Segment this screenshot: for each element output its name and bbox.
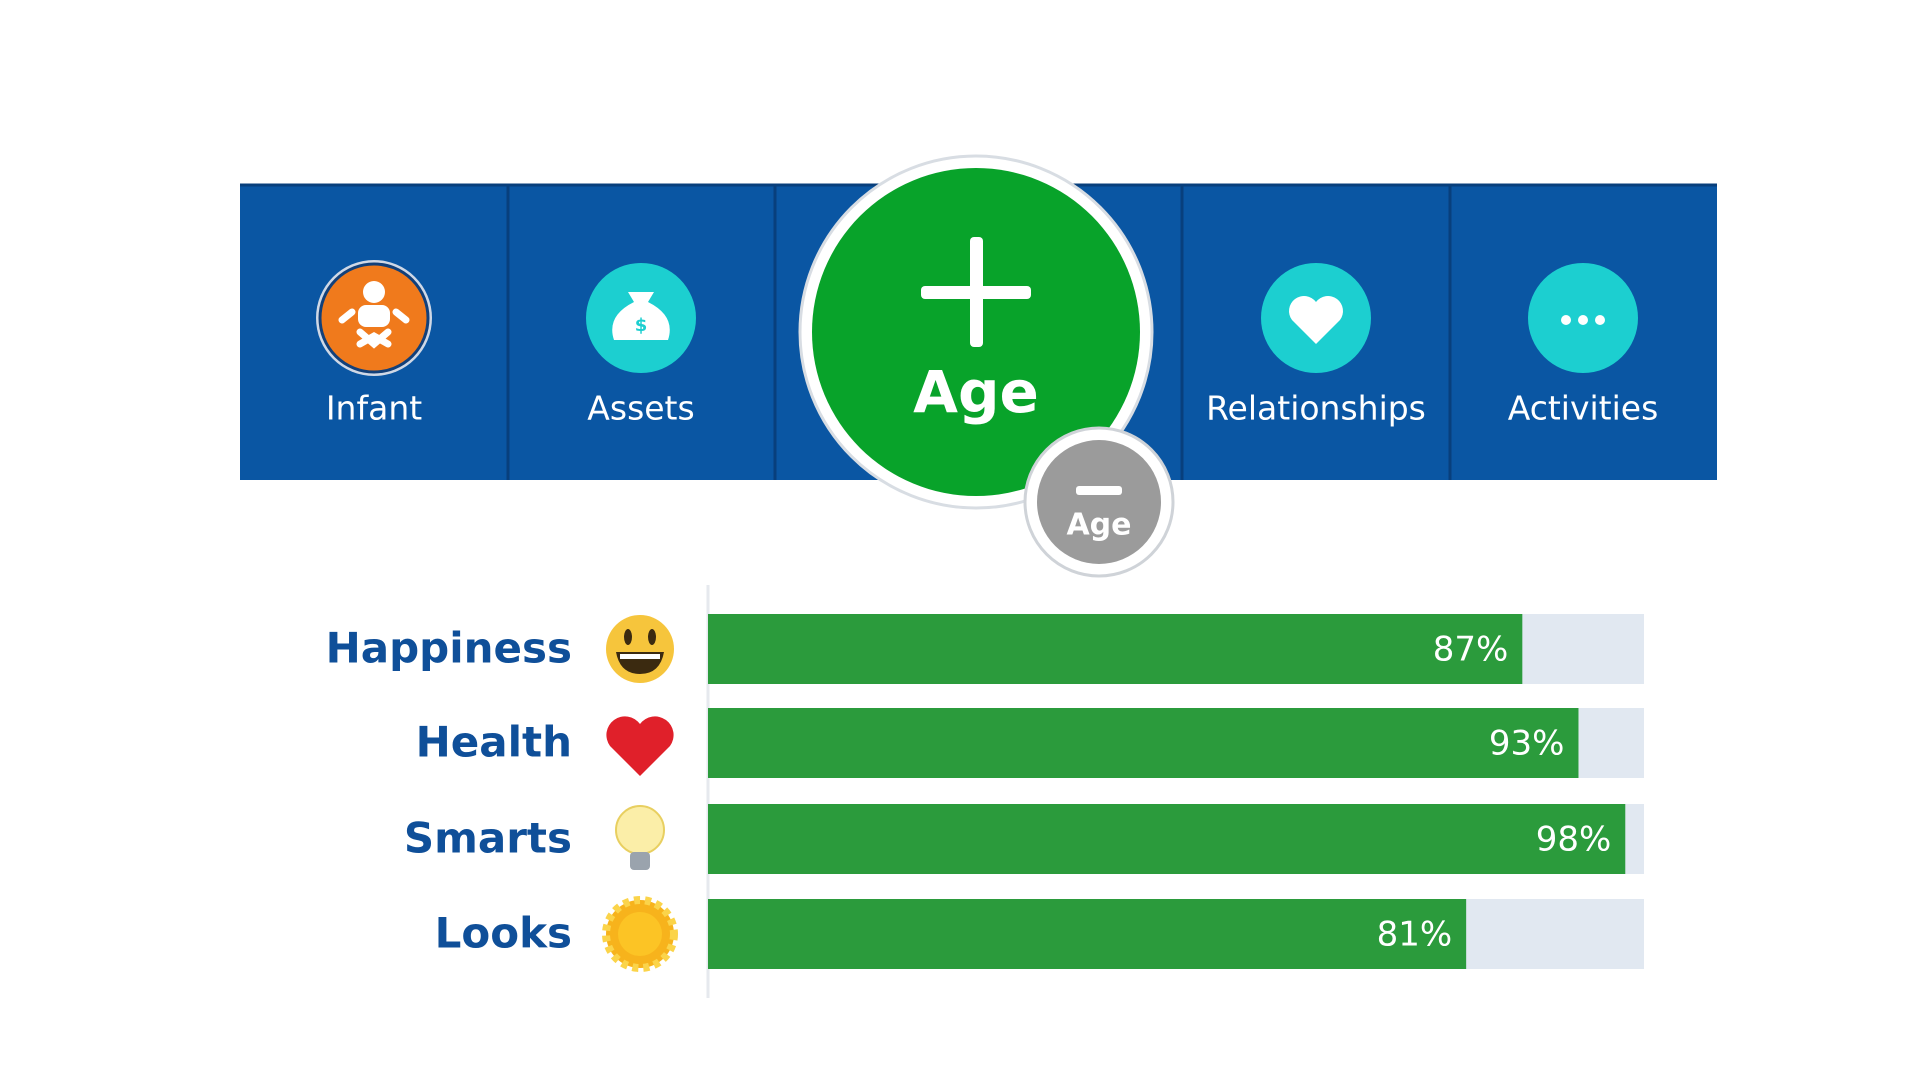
- looks-emoji: [602, 896, 678, 972]
- bar: [708, 899, 1467, 969]
- tab-label[interactable]: Activities: [1508, 389, 1659, 428]
- bar-value-label: 93%: [1489, 724, 1565, 764]
- happiness-emoji: [606, 615, 674, 683]
- bar: [708, 708, 1579, 778]
- age-button[interactable]: Age: [798, 154, 1154, 510]
- assets-icon[interactable]: $: [586, 263, 696, 373]
- tab-label[interactable]: Assets: [587, 389, 694, 428]
- tab-label[interactable]: Infant: [326, 389, 422, 428]
- age-minus-button[interactable]: Age: [1023, 426, 1175, 578]
- health-emoji: [606, 716, 674, 776]
- activities-icon[interactable]: [1528, 263, 1638, 373]
- stat-label: Looks: [435, 909, 572, 958]
- relationships-icon[interactable]: [1261, 263, 1371, 373]
- stat-label: Happiness: [326, 624, 572, 673]
- infant-icon[interactable]: [316, 260, 432, 376]
- bar: [708, 804, 1626, 874]
- bar-value-label: 98%: [1536, 820, 1612, 860]
- bar: [708, 614, 1523, 684]
- svg-text:$: $: [635, 315, 648, 336]
- stat-label: Smarts: [404, 814, 572, 863]
- age-minus-label: Age: [1066, 508, 1131, 543]
- bar-value-label: 87%: [1433, 630, 1509, 670]
- bar-value-label: 81%: [1377, 915, 1453, 955]
- smarts-emoji: [615, 805, 665, 870]
- stat-label: Health: [416, 718, 572, 767]
- tab-label[interactable]: Relationships: [1206, 389, 1426, 428]
- age-label: Age: [913, 358, 1039, 426]
